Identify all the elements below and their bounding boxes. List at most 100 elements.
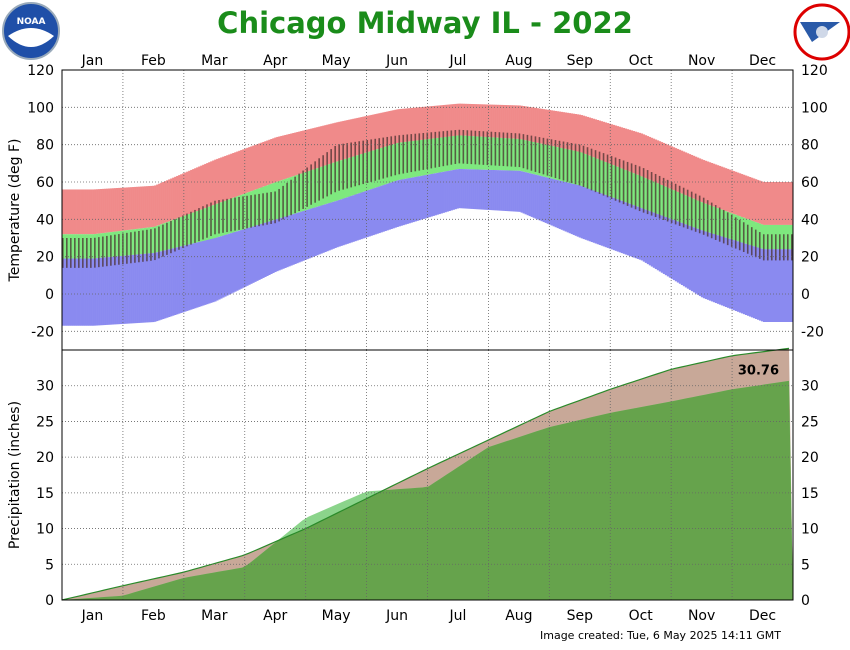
record-high-band: [790, 182, 794, 225]
record-low-band: [430, 173, 433, 217]
record-low-band: [624, 202, 628, 255]
record-low-band: [310, 208, 313, 258]
record-low-band: [84, 258, 87, 326]
observed-temp-bar: [474, 130, 477, 165]
record-low-band: [764, 249, 768, 322]
observed-temp-bar: [166, 222, 168, 255]
precip-month-label: Oct: [629, 608, 654, 624]
normal-band: [584, 154, 588, 188]
normal-band: [84, 234, 87, 259]
normal-band: [208, 206, 211, 240]
normal-band: [120, 230, 123, 256]
record-high-band: [338, 121, 341, 161]
record-high-band: [114, 188, 117, 232]
record-high-band: [546, 109, 549, 146]
normal-band: [372, 150, 375, 189]
observed-temp-bar: [390, 136, 393, 177]
record-low-band: [74, 258, 77, 326]
observed-temp-bar: [618, 158, 621, 203]
record-high-band: [682, 151, 686, 195]
record-high-band: [730, 170, 734, 214]
record-low-band: [234, 231, 237, 292]
normal-band: [328, 164, 331, 204]
record-high-band: [748, 176, 752, 220]
record-high-band: [222, 156, 225, 202]
record-high-band: [236, 151, 239, 197]
normal-band: [244, 193, 247, 229]
normal-band: [716, 208, 720, 236]
record-high-band: [156, 184, 159, 226]
record-high-band: [712, 163, 716, 207]
temp-month-label: Jul: [449, 53, 467, 69]
record-low-band: [728, 238, 732, 309]
record-high-band: [444, 104, 447, 137]
observed-temp-bar: [782, 234, 785, 261]
record-high-band: [80, 189, 83, 235]
record-high-band: [238, 150, 241, 196]
record-high-band: [618, 126, 622, 168]
observed-temp-bar: [470, 130, 473, 165]
normal-band: [264, 186, 267, 223]
normal-band: [408, 141, 411, 179]
observed-temp-bar: [118, 234, 120, 265]
observed-temp-bar: [490, 131, 493, 166]
record-high-band: [256, 144, 259, 189]
record-low-band: [596, 191, 600, 245]
record-high-band: [452, 104, 455, 136]
record-low-band: [662, 216, 666, 274]
observed-temp-bar: [106, 235, 108, 267]
record-low-band: [212, 238, 215, 303]
observed-temp-bar: [418, 133, 421, 171]
record-low-band: [398, 179, 401, 227]
observed-temp-bar: [674, 183, 677, 225]
record-high-band: [628, 129, 632, 172]
observed-temp-bar: [694, 193, 697, 232]
record-high-band: [352, 118, 355, 157]
record-low-band: [534, 174, 537, 219]
record-high-band: [734, 171, 738, 215]
record-high-band: [528, 106, 531, 142]
record-low-band: [256, 225, 259, 281]
observed-temp-bar: [314, 161, 316, 203]
record-low-band: [378, 186, 381, 234]
observed-temp-bar: [550, 139, 553, 177]
normal-band: [204, 208, 207, 241]
record-high-band: [88, 189, 91, 235]
record-high-band: [198, 166, 201, 211]
normal-band: [168, 221, 171, 250]
record-high-band: [558, 111, 561, 148]
record-low-band: [556, 180, 559, 229]
record-high-band: [766, 182, 770, 225]
record-high-band: [100, 189, 103, 234]
record-high-band: [128, 187, 131, 230]
normal-band: [188, 214, 191, 245]
record-high-band: [752, 178, 756, 222]
record-low-band: [738, 241, 742, 313]
normal-band: [128, 229, 131, 256]
observed-temp-bar: [638, 166, 641, 212]
record-high-band: [446, 104, 449, 137]
record-low-band: [552, 179, 555, 227]
observed-temp-bar: [242, 196, 244, 230]
record-low-band: [524, 172, 527, 215]
observed-temp-bar: [606, 154, 609, 198]
record-low-band: [488, 169, 491, 211]
normal-band: [764, 224, 768, 250]
record-low-band: [720, 236, 724, 306]
record-low-band: [130, 255, 133, 324]
record-low-band: [590, 189, 594, 243]
record-low-band: [194, 242, 197, 309]
record-high-band: [358, 117, 361, 155]
observed-temp-bar: [754, 229, 757, 258]
record-low-band: [560, 181, 563, 230]
normal-band: [664, 186, 668, 218]
record-low-band: [770, 249, 774, 322]
record-high-band: [522, 106, 525, 140]
record-high-band: [400, 108, 403, 143]
observed-temp-bar: [334, 146, 336, 193]
observed-temp-bar: [702, 197, 705, 235]
record-low-band: [368, 189, 371, 237]
record-low-band: [238, 230, 241, 290]
record-high-band: [640, 133, 644, 177]
record-low-band: [178, 246, 181, 314]
